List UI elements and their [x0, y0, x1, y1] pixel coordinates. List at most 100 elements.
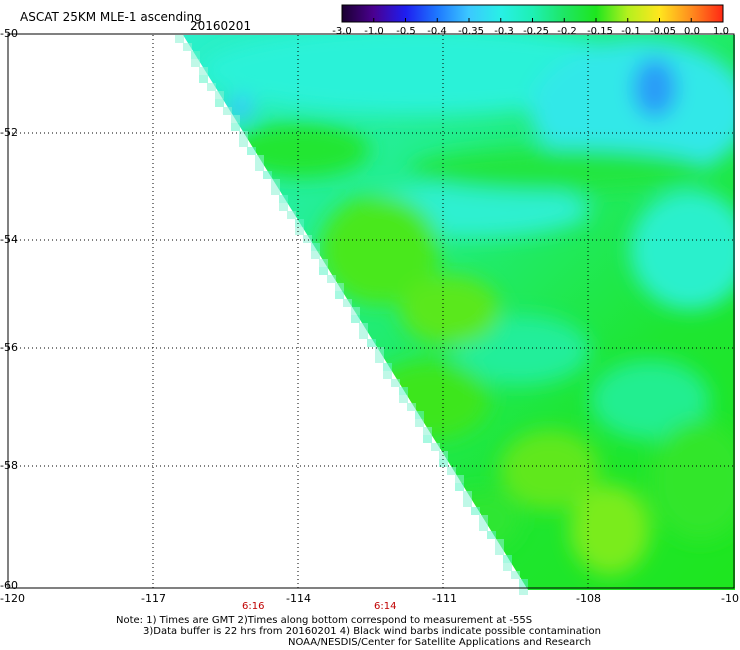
edge-pixel [351, 307, 360, 315]
colorbar-label: -0.4 [427, 26, 447, 37]
edge-pixel [319, 259, 328, 267]
edge-pixel [303, 235, 312, 243]
edge-pixel [279, 195, 288, 203]
edge-pixel [447, 467, 456, 475]
edge-pixel [399, 387, 408, 395]
edge-pixel [295, 227, 304, 235]
edge-pixel [199, 67, 208, 75]
map-title: ASCAT 25KM MLE-1 ascending [20, 10, 202, 24]
lat-label: -54 [0, 233, 18, 246]
edge-pixel [215, 99, 224, 107]
lon-label: -120 [0, 592, 25, 605]
edge-pixel [287, 211, 296, 219]
edge-pixel [375, 355, 384, 363]
edge-pixel [271, 187, 280, 195]
edge-pixel [255, 163, 264, 171]
edge-pixel [191, 59, 200, 67]
edge-pixel [327, 275, 336, 283]
edge-pixel [503, 555, 512, 563]
edge-pixel [319, 267, 328, 275]
edge-pixel [455, 475, 464, 483]
pass-time: 6:16 [242, 601, 265, 612]
colorbar-label: -1.0 [364, 26, 384, 37]
colorbar-label: -0.5 [396, 26, 416, 37]
colorbar-label: -0.15 [587, 26, 613, 37]
edge-pixel [231, 115, 240, 123]
edge-pixel [519, 587, 528, 595]
colorbar-label: 1.0 [713, 26, 729, 37]
lat-label: -60 [0, 579, 18, 592]
edge-pixel [391, 379, 400, 387]
lat-label: -50 [0, 27, 18, 40]
edge-pixel [359, 331, 368, 339]
edge-pixel [375, 347, 384, 355]
edge-pixel [519, 579, 528, 587]
ascat-swath [183, 35, 735, 590]
lon-label: -111 [432, 592, 457, 605]
edge-pixel [511, 571, 520, 579]
edge-pixel [335, 283, 344, 291]
map-date: 20160201 [190, 19, 252, 33]
colorbar-label: -0.25 [523, 26, 549, 37]
edge-pixel [207, 83, 216, 91]
lat-label: -58 [0, 459, 18, 472]
edge-pixel [415, 419, 424, 427]
lon-label: -10 [721, 592, 739, 605]
lat-label: -56 [0, 341, 18, 354]
edge-pixel [199, 75, 208, 83]
edge-pixel [479, 523, 488, 531]
note-line-2: 3)Data buffer is 22 hrs from 20160201 4)… [143, 626, 601, 637]
edge-pixel [311, 243, 320, 251]
pass-time: 6:14 [374, 601, 397, 612]
edge-pixel [383, 371, 392, 379]
lon-label: -108 [576, 592, 601, 605]
edge-pixel [215, 91, 224, 99]
edge-pixel [311, 251, 320, 259]
colorbar-label: -0.2 [557, 26, 577, 37]
edge-pixel [383, 363, 392, 371]
colorbar-label: -0.1 [621, 26, 641, 37]
colorbar-label: -0.3 [494, 26, 514, 37]
edge-pixel [247, 147, 256, 155]
edge-pixel [471, 507, 480, 515]
edge-pixel [175, 35, 184, 43]
edge-pixel [239, 139, 248, 147]
edge-pixel [223, 107, 232, 115]
edge-pixel [255, 155, 264, 163]
edge-pixel [463, 499, 472, 507]
edge-pixel [399, 395, 408, 403]
edge-pixel [239, 131, 248, 139]
edge-pixel [351, 315, 360, 323]
edge-pixel [407, 403, 416, 411]
edge-pixel [367, 339, 376, 347]
edge-pixel [423, 435, 432, 443]
edge-pixel [431, 443, 440, 451]
lat-lon-grid [8, 35, 735, 588]
edge-pixel [231, 123, 240, 131]
edge-pixel [487, 531, 496, 539]
edge-pixel [279, 203, 288, 211]
edge-pixel [423, 427, 432, 435]
edge-pixel [191, 51, 200, 59]
edge-pixel [359, 323, 368, 331]
swath-edge [175, 35, 528, 595]
colorbar [341, 4, 724, 23]
lon-label: -114 [286, 592, 311, 605]
edge-pixel [455, 483, 464, 491]
map-frame [7, 33, 735, 589]
edge-pixel [295, 219, 304, 227]
colorbar-label: 0.0 [684, 26, 700, 37]
edge-pixel [479, 515, 488, 523]
edge-pixel [335, 291, 344, 299]
colorbar-label: -0.35 [458, 26, 484, 37]
edge-pixel [503, 563, 512, 571]
edge-pixel [495, 539, 504, 547]
lat-label: -52 [0, 126, 18, 139]
edge-pixel [271, 179, 280, 187]
note-line-3: NOAA/NESDIS/Center for Satellite Applica… [288, 637, 592, 648]
note-line-1: Note: 1) Times are GMT 2)Times along bot… [116, 615, 533, 626]
edge-pixel [343, 299, 352, 307]
edge-pixel [263, 171, 272, 179]
lon-label: -117 [141, 592, 166, 605]
